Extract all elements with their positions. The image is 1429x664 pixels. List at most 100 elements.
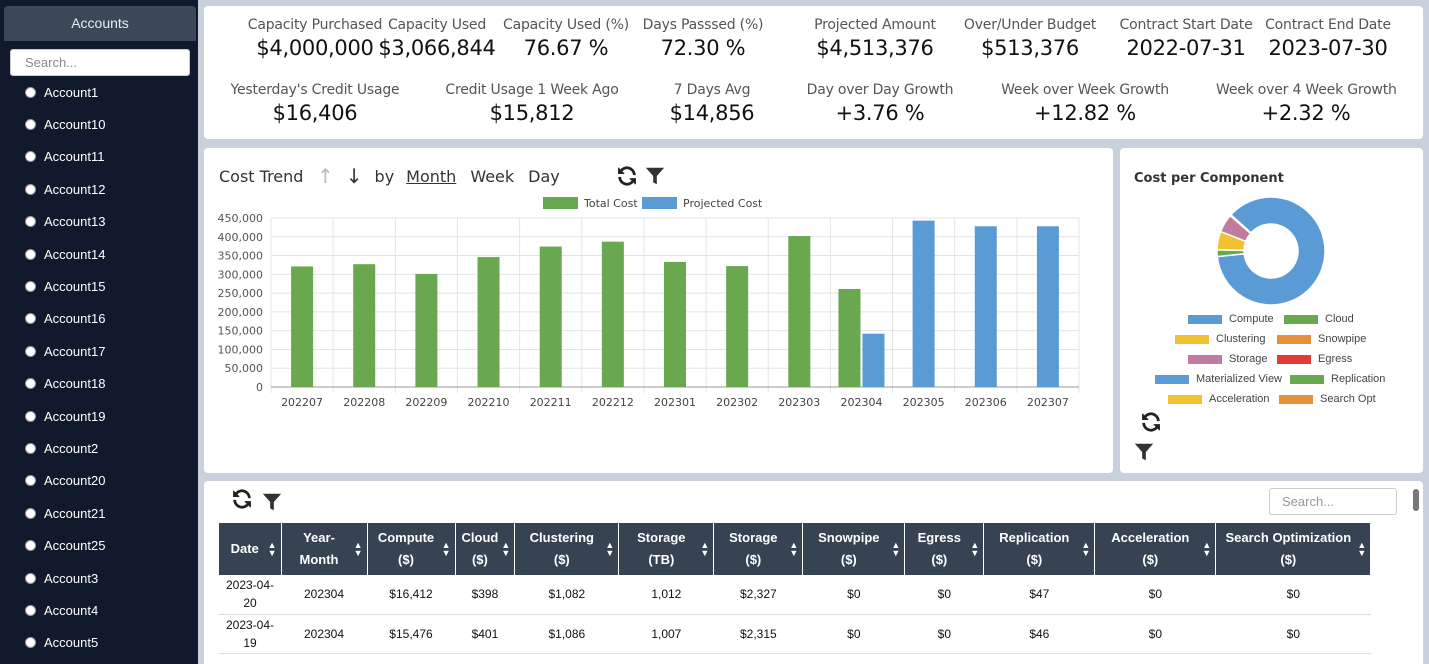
legend-item[interactable]: Storage	[1188, 353, 1268, 365]
legend-item[interactable]: Egress	[1277, 353, 1352, 365]
sort-descending-icon[interactable]: ↓	[345, 164, 363, 188]
column-header[interactable]: Date ▲ ▼	[219, 523, 282, 575]
table-row[interactable]: 2023-04- 19 202304 $15,476 $401 $1,086 1,007 $2…	[219, 614, 1371, 654]
sort-icon[interactable]: ▲ ▼	[501, 540, 511, 558]
refresh-icon[interactable]	[616, 165, 638, 187]
column-header[interactable]: Storage ($) ▲ ▼	[713, 523, 804, 575]
account-item[interactable]: Account21	[0, 497, 198, 529]
x-tick-label: 202303	[778, 396, 820, 409]
column-header[interactable]: Year- Month ▲ ▼	[281, 523, 368, 575]
account-radio[interactable]	[25, 216, 36, 228]
legend-item[interactable]: Cloud	[1284, 313, 1354, 325]
legend-item[interactable]: Snowpipe	[1277, 333, 1366, 345]
total-cost-bar	[838, 288, 861, 387]
account-item[interactable]: Account16	[0, 303, 198, 335]
x-tick-label: 202211	[530, 396, 572, 409]
sort-icon[interactable]: ▲ ▼	[891, 540, 901, 558]
account-radio[interactable]	[25, 86, 36, 98]
account-item[interactable]: Account13	[0, 206, 198, 238]
account-item[interactable]: Account18	[0, 368, 198, 400]
column-header[interactable]: Compute ($) ▲ ▼	[367, 523, 456, 575]
account-item[interactable]: Account1	[0, 76, 198, 108]
legend-item[interactable]: Compute	[1188, 313, 1274, 325]
filter-icon[interactable]	[261, 491, 283, 518]
sort-icon[interactable]: ▲ ▼	[1202, 540, 1212, 558]
filter-icon[interactable]	[644, 165, 666, 187]
account-radio[interactable]	[25, 345, 36, 357]
account-radio[interactable]	[25, 604, 36, 616]
period-month-button[interactable]: Month	[406, 166, 457, 186]
column-header[interactable]: Replication ($) ▲ ▼	[983, 523, 1096, 575]
account-item[interactable]: Account2	[0, 432, 198, 464]
account-item[interactable]: Account3	[0, 562, 198, 594]
account-radio[interactable]	[25, 183, 36, 195]
period-day-button[interactable]: Day	[528, 166, 560, 186]
component-chart-title: Cost per Component	[1134, 171, 1284, 186]
account-label: Account14	[44, 246, 106, 262]
account-item[interactable]: Account4	[0, 594, 198, 626]
sort-icon[interactable]: ▲ ▼	[353, 540, 363, 558]
account-radio[interactable]	[25, 410, 36, 422]
sort-icon[interactable]: ▲ ▼	[267, 540, 277, 558]
period-week-button[interactable]: Week	[470, 166, 515, 186]
account-item[interactable]: Account20	[0, 465, 198, 497]
account-item[interactable]: Account12	[0, 173, 198, 205]
sort-icon[interactable]: ▲ ▼	[1081, 540, 1091, 558]
filter-icon[interactable]	[1133, 441, 1155, 468]
account-radio[interactable]	[25, 442, 36, 454]
refresh-icon[interactable]	[1140, 411, 1162, 438]
projected-cost-bar	[862, 333, 885, 387]
account-item[interactable]: Account19	[0, 400, 198, 432]
column-header[interactable]: Acceleration ($) ▲ ▼	[1094, 523, 1217, 575]
table-search-input[interactable]	[1269, 488, 1397, 515]
column-header[interactable]: Snowpipe ($) ▲ ▼	[802, 523, 906, 575]
account-radio[interactable]	[25, 313, 36, 325]
table-scrollbar[interactable]	[1413, 489, 1419, 511]
sort-icon[interactable]: ▲ ▼	[700, 540, 710, 558]
account-item[interactable]: Account14	[0, 238, 198, 270]
column-header-label: ($)	[398, 552, 414, 567]
column-header[interactable]: Cloud ($) ▲ ▼	[455, 523, 516, 575]
table-row[interactable]: 2023-04-	[219, 653, 1371, 664]
legend-item[interactable]: Acceleration	[1168, 393, 1270, 405]
column-header[interactable]: Clustering ($) ▲ ▼	[514, 523, 620, 575]
column-header[interactable]: Storage (TB) ▲ ▼	[618, 523, 715, 575]
table-row[interactable]: 2023-04- 20 202304 $16,412 $398 $1,082 1,012 $2…	[219, 575, 1371, 615]
account-radio[interactable]	[25, 572, 36, 584]
account-item[interactable]: Account17	[0, 335, 198, 367]
legend-item[interactable]: Clustering	[1175, 333, 1266, 345]
sort-icon[interactable]: ▲ ▼	[789, 540, 799, 558]
account-item[interactable]: Account15	[0, 270, 198, 302]
account-radio[interactable]	[25, 475, 36, 487]
refresh-icon[interactable]	[231, 488, 253, 515]
account-item[interactable]: Account25	[0, 529, 198, 561]
legend-item[interactable]: Materialized View	[1155, 373, 1282, 385]
account-item[interactable]: Account5	[0, 627, 198, 659]
sort-icon[interactable]: ▲ ▼	[605, 540, 615, 558]
sort-icon[interactable]: ▲ ▼	[1357, 540, 1367, 558]
account-radio[interactable]	[25, 281, 36, 293]
account-radio[interactable]	[25, 637, 36, 649]
account-radio[interactable]	[25, 378, 36, 390]
column-header[interactable]: Egress ($) ▲ ▼	[904, 523, 985, 575]
sort-icon[interactable]: ▲ ▼	[441, 540, 451, 558]
account-radio[interactable]	[25, 248, 36, 260]
legend-item[interactable]: Search Opt	[1279, 393, 1376, 405]
legend-item[interactable]: Replication	[1290, 373, 1385, 385]
sort-ascending-icon[interactable]: ↑	[317, 164, 334, 188]
table-cell	[367, 653, 455, 664]
account-item[interactable]: Account10	[0, 108, 198, 140]
account-radio[interactable]	[25, 119, 36, 131]
column-header[interactable]: Search Optimization ($) ▲ ▼	[1215, 523, 1372, 575]
account-item[interactable]: Account11	[0, 141, 198, 173]
account-radio[interactable]	[25, 151, 36, 163]
table-cell: 1,012	[618, 575, 714, 615]
account-search-input[interactable]	[10, 49, 190, 76]
donut-slice[interactable]	[1229, 213, 1253, 235]
kpi-label: Days Passsed (%)	[642, 17, 764, 33]
account-radio[interactable]	[25, 540, 36, 552]
legend-label: Materialized View	[1196, 373, 1283, 385]
sort-icon[interactable]: ▲ ▼	[970, 540, 980, 558]
account-radio[interactable]	[25, 507, 36, 519]
donut-slice[interactable]	[1216, 196, 1326, 306]
